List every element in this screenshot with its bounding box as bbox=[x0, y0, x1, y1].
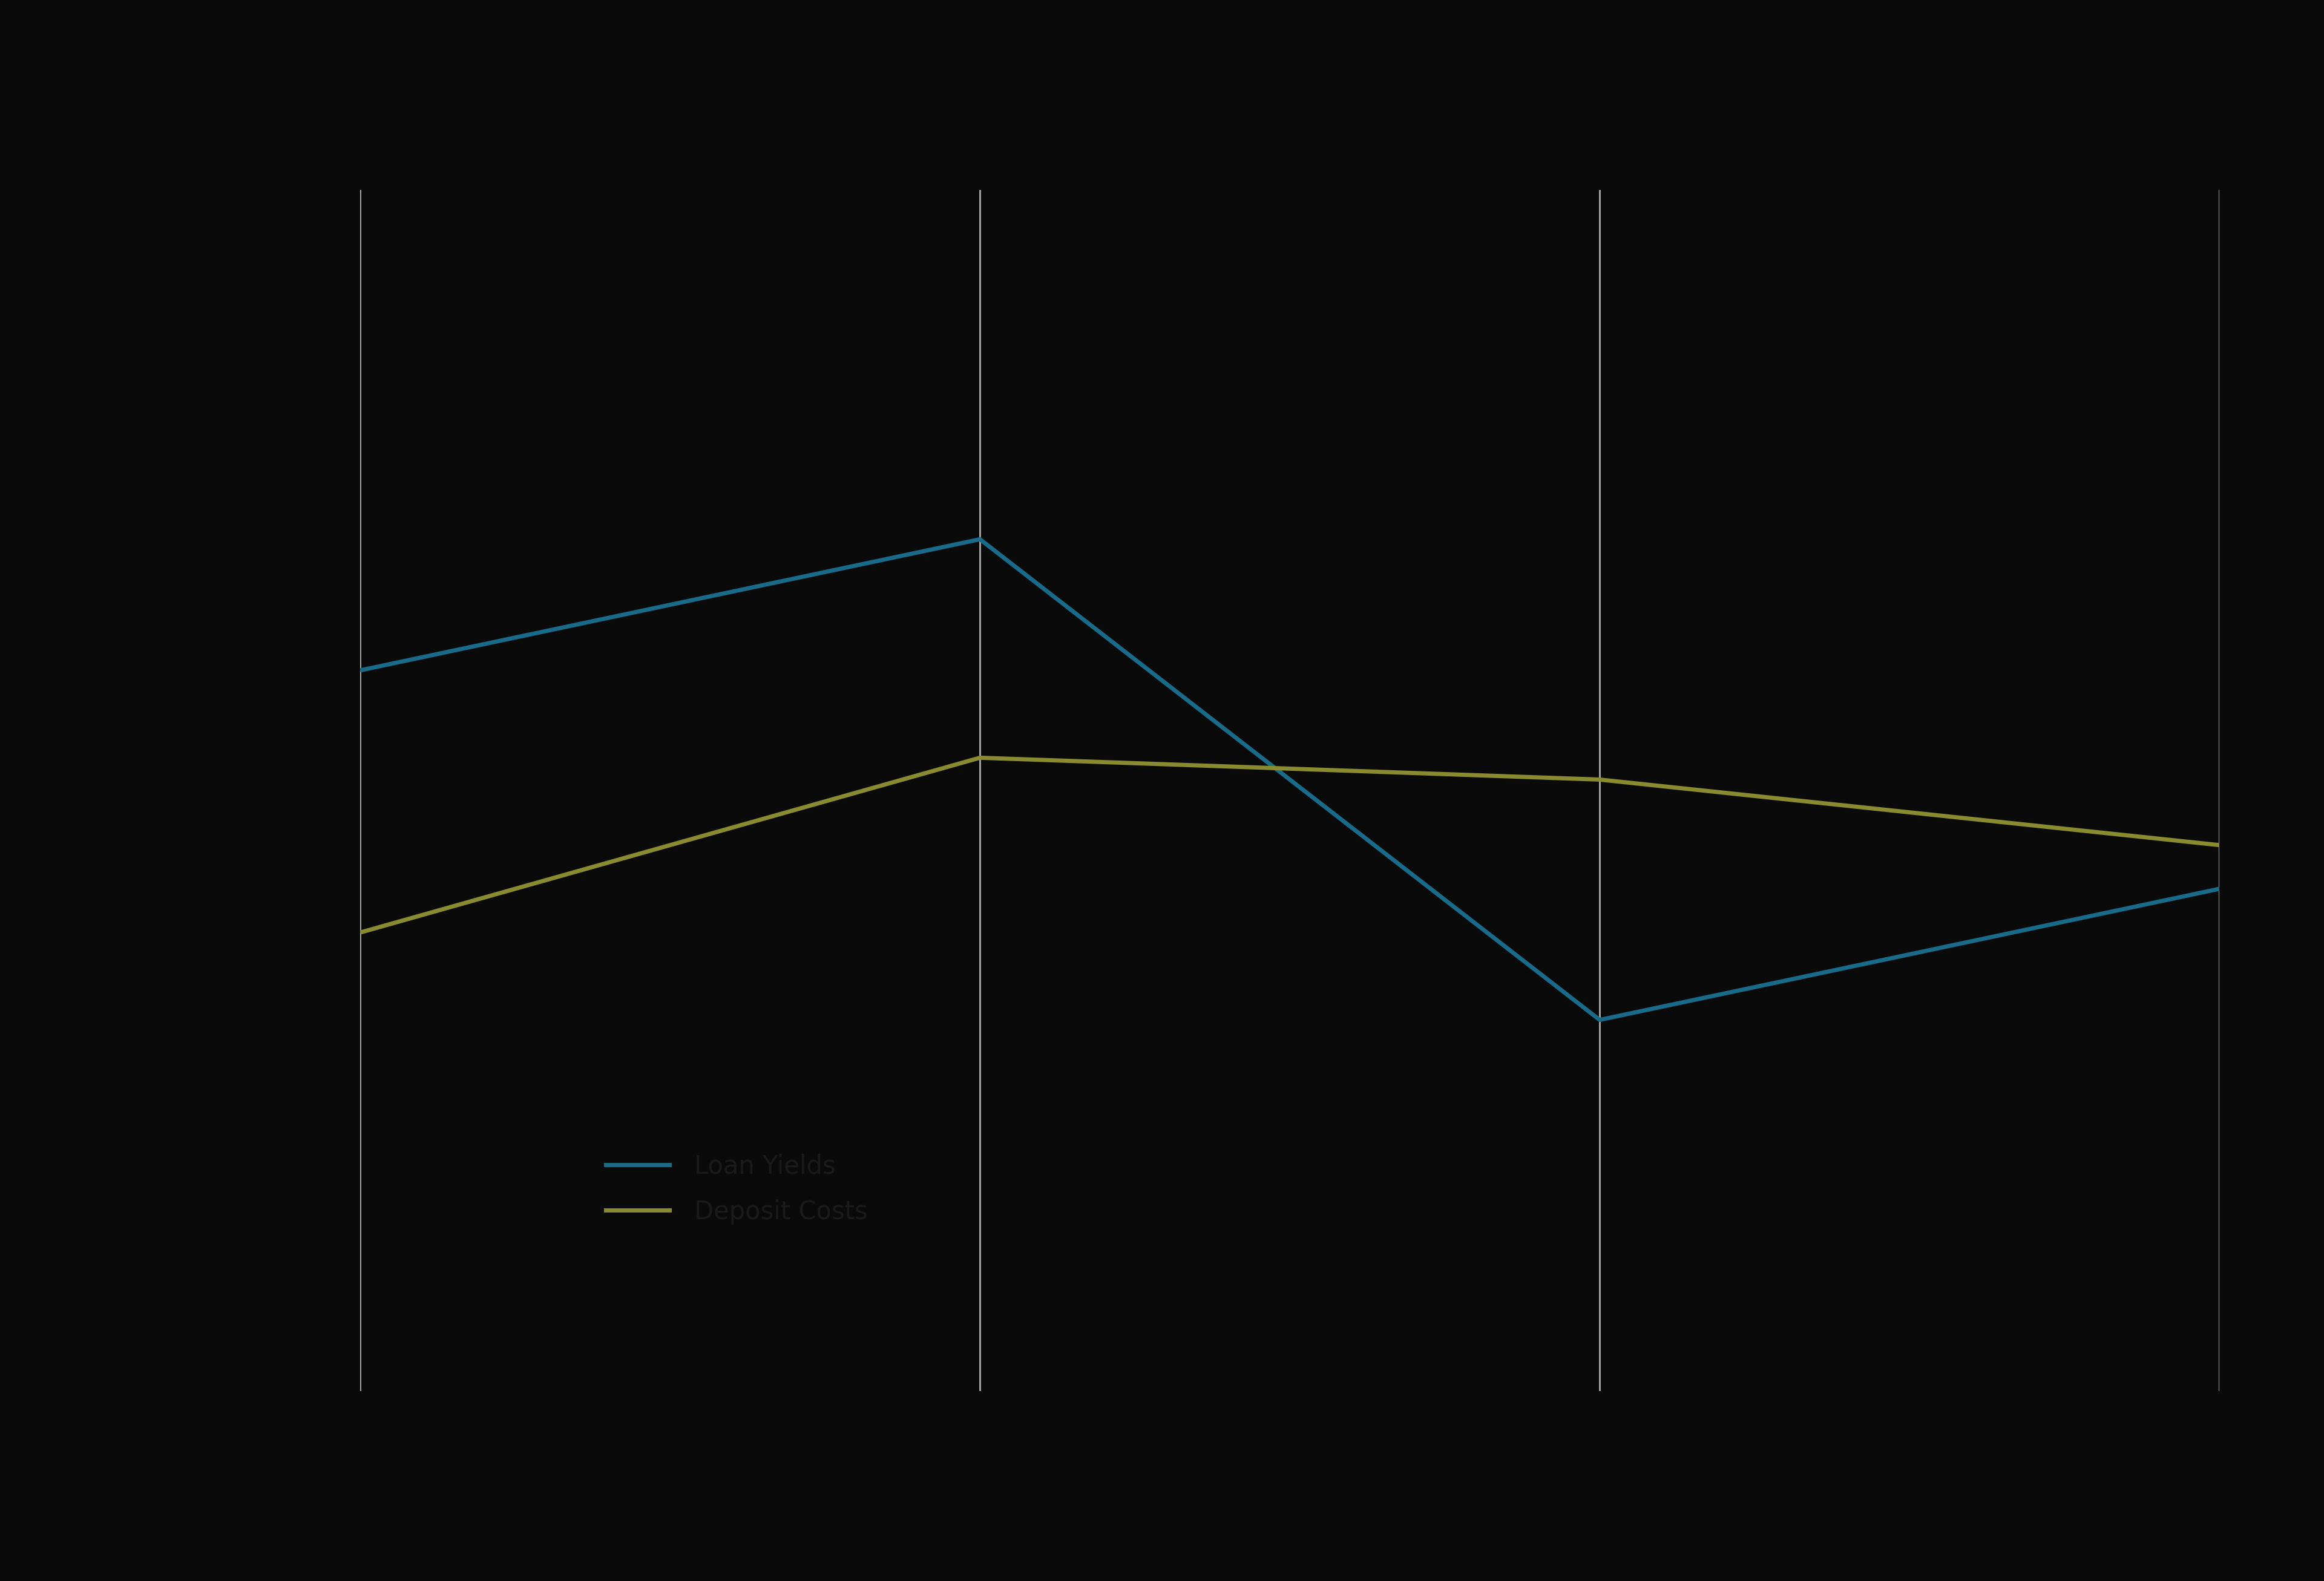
Legend: Loan Yields, Deposit Costs: Loan Yields, Deposit Costs bbox=[595, 1143, 878, 1235]
